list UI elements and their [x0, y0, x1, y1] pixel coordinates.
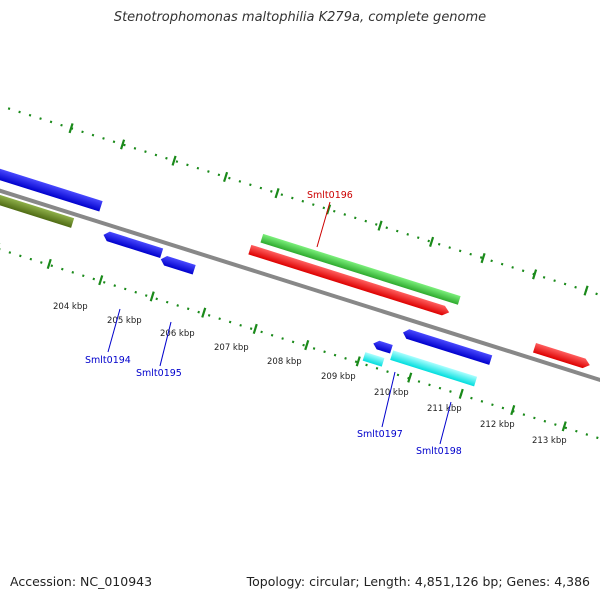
accession-text: Accession: NC_010943 — [10, 574, 152, 589]
gene-label-smlt0196-group: Smlt0196 — [307, 190, 353, 247]
kbp-label-205: 205 kbp — [107, 316, 142, 326]
gene-label-smlt0194[interactable]: Smlt0194 — [85, 355, 131, 366]
kbp-label-212: 212 kbp — [480, 420, 515, 430]
cds-smlt0197[interactable] — [372, 339, 393, 353]
upper-tick-track — [0, 95, 600, 330]
gene-label-smlt0196[interactable]: Smlt0196 — [307, 190, 353, 201]
kbp-label-207: 207 kbp — [214, 343, 249, 353]
leader-line-smlt0197 — [382, 372, 395, 427]
kbp-label-204: 204 kbp — [53, 302, 88, 312]
gene-label-smlt0197-group: Smlt0197 — [357, 372, 403, 440]
gene-label-smlt0195[interactable]: Smlt0195 — [136, 368, 182, 379]
cds-smlt0196-red[interactable] — [248, 245, 450, 317]
kbp-label-213: 213 kbp — [532, 436, 567, 446]
genome-summary-text: Topology: circular; Length: 4,851,126 bp… — [247, 574, 590, 589]
cds-smlt0195[interactable] — [159, 254, 195, 274]
upper-major-ticks — [70, 123, 600, 311]
kbp-label-209: 209 kbp — [321, 372, 356, 382]
kbp-label-211: 211 kbp — [427, 404, 462, 414]
lower-major-ticks — [0, 243, 566, 431]
kbp-label-206: 206 kbp — [160, 329, 195, 339]
gene-label-smlt0198[interactable]: Smlt0198 — [416, 446, 462, 457]
kbp-label-208: 208 kbp — [267, 357, 302, 367]
gene-label-smlt0197[interactable]: Smlt0197 — [357, 429, 403, 440]
